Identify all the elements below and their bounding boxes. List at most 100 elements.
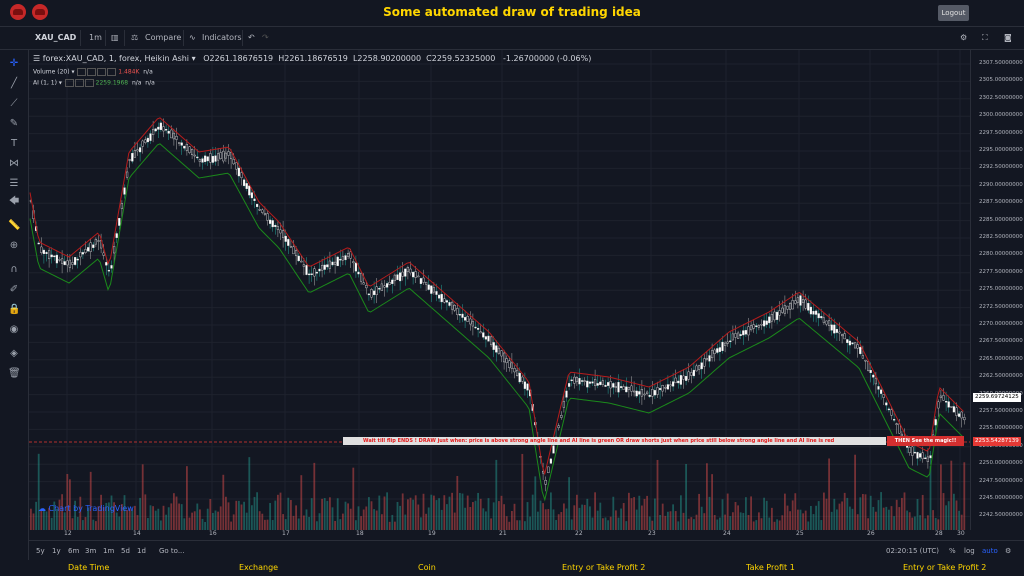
price-axis-label: 2290.00000000 — [979, 181, 1023, 188]
undo-icon[interactable]: ↶ — [248, 33, 255, 42]
price-chart[interactable] — [29, 50, 970, 540]
indicators-button[interactable]: Indicators — [202, 33, 242, 42]
prediction-icon[interactable]: ☰ — [9, 178, 19, 189]
time-axis-label: 28 — [935, 530, 943, 537]
volume-na: n/a — [143, 68, 153, 76]
time-axis-label: 14 — [133, 530, 141, 537]
volume-value: 1.484K — [118, 68, 140, 76]
indicators-icon: ∿ — [189, 33, 196, 42]
trendline-icon[interactable]: ╱ — [10, 78, 18, 89]
lock-icon[interactable]: 🔒 — [8, 304, 21, 315]
price-axis-label: 2300.00000000 — [979, 112, 1023, 119]
time-axis-label: 19 — [428, 530, 436, 537]
time-axis-label: 24 — [723, 530, 731, 537]
range-1m[interactable]: 1m — [103, 547, 115, 555]
gear-icon[interactable]: ⚙ — [960, 33, 968, 42]
camera-icon[interactable]: ◙ — [1004, 33, 1012, 42]
goto-button[interactable]: Go to... — [159, 547, 185, 555]
magnet-icon[interactable]: ∩ — [10, 264, 18, 275]
ai-legend: AI (1, 1) ▾ 2259.1968 n/a n/a — [33, 79, 155, 87]
time-axis-label: 22 — [575, 530, 583, 537]
price-axis-label: 2250.00000000 — [979, 460, 1023, 467]
price-axis-label: 2257.50000000 — [979, 408, 1023, 414]
watermark-text: Chart by TradingView — [48, 504, 134, 513]
trash-icon[interactable]: 🗑 — [8, 368, 21, 379]
text-icon[interactable]: T — [10, 138, 18, 149]
price-axis-label: 2295.00000000 — [979, 147, 1023, 153]
lock-drawing-icon[interactable]: ✐ — [9, 284, 19, 295]
symbol-search[interactable]: XAU_CAD — [35, 33, 77, 42]
legend-change: -1.26700000 (-0.06%) — [503, 54, 592, 63]
footer-entry-2: Entry or Take Profit 2 — [903, 563, 987, 572]
legend-menu-icon[interactable]: ☰ — [33, 54, 41, 63]
footer-coin: Coin — [418, 563, 436, 572]
chart-widget: XAU_CAD 1m ▥ ⚖ Compare ∿ Indicators ↶ ↷ … — [0, 26, 1024, 562]
price-axis-label: 2272.50000000 — [979, 303, 1023, 310]
ai-label[interactable]: AI (1, 1) — [33, 79, 57, 87]
top-bar: Some automated draw of trading idea Logo… — [0, 0, 1024, 24]
range-1y[interactable]: 1y — [52, 547, 61, 555]
page-title: Some automated draw of trading idea — [383, 5, 641, 19]
price-axis-label: 2282.50000000 — [979, 234, 1023, 240]
range-1d[interactable]: 1d — [137, 547, 146, 555]
time-axis-label: 16 — [209, 530, 217, 537]
legend-open: O2261.18676519 — [203, 54, 274, 63]
price-axis-label: 2287.50000000 — [979, 199, 1023, 206]
footer-take-profit: Take Profit 1 — [746, 563, 795, 572]
price-axis-label: 2275.00000000 — [979, 286, 1023, 293]
range-5y[interactable]: 5y — [36, 547, 45, 555]
strategy-cta: THEN See the magic!! — [887, 436, 964, 446]
eye-icon[interactable]: ◉ — [9, 324, 19, 335]
time-axis-label: 23 — [648, 530, 656, 537]
volume-legend: Volume (20) ▾ 1.484K n/a — [33, 68, 153, 76]
footer-exchange: Exchange — [239, 563, 279, 572]
ruler-icon[interactable]: 📏 — [8, 220, 21, 231]
price-axis-label: 2307.50000000 — [979, 60, 1023, 66]
footer-date-time: Date Time — [68, 563, 110, 572]
range-5d[interactable]: 5d — [121, 547, 130, 555]
price-axis-label: 2247.50000000 — [979, 477, 1023, 484]
price-axis-label: 2305.00000000 — [979, 77, 1023, 84]
range-6m[interactable]: 6m — [68, 547, 80, 555]
price-axis-label: 2262.50000000 — [979, 373, 1023, 380]
crosshair-icon[interactable]: ✛ — [9, 58, 19, 69]
strategy-banner: Wait till flip ENDS ! DRAW just when: pr… — [343, 437, 886, 445]
pattern-icon[interactable]: ⋈ — [9, 158, 19, 169]
legend-series-title[interactable]: forex:XAU_CAD, 1, forex, Heikin Ashi — [42, 54, 190, 63]
brush-icon[interactable]: ✎ — [9, 118, 19, 129]
time-axis-label: 30 — [957, 530, 965, 537]
percent-toggle[interactable]: % — [949, 547, 956, 555]
price-axis-label: 2267.50000000 — [979, 338, 1023, 345]
time-axis-label: 26 — [867, 530, 875, 537]
current-price-tag: 2259.69724125 — [973, 393, 1021, 402]
time-axis-label: 25 — [796, 530, 804, 537]
compare-button[interactable]: Compare — [145, 33, 182, 42]
volume-label[interactable]: Volume (20) — [33, 68, 70, 76]
time-axis[interactable]: 12 14 16 17 18 19 21 22 23 24 25 26 28 30 — [29, 530, 970, 540]
layers-icon[interactable]: ◈ — [10, 348, 18, 359]
chart-toolbar: XAU_CAD 1m ▥ ⚖ Compare ∿ Indicators ↶ ↷ … — [0, 27, 1024, 50]
back-arrow-icon[interactable]: 🡄 — [8, 196, 20, 207]
auto-toggle[interactable]: auto — [982, 547, 998, 555]
settings-gear-icon[interactable]: ⚙ — [1005, 547, 1012, 555]
fullscreen-icon[interactable]: ⛶ — [982, 33, 988, 42]
price-axis-label: 2285.00000000 — [979, 216, 1023, 223]
range-3m[interactable]: 3m — [85, 547, 97, 555]
redo-icon[interactable]: ↷ — [262, 33, 269, 42]
main-legend: ☰ forex:XAU_CAD, 1, forex, Heikin Ashi ▾… — [33, 54, 592, 63]
price-axis-label: 2270.00000000 — [979, 321, 1023, 327]
interval-button[interactable]: 1m — [89, 33, 102, 42]
chart-type-icon[interactable]: ▥ — [111, 33, 119, 42]
logout-button[interactable]: Logout — [938, 5, 969, 21]
price-axis[interactable]: 2307.50000000 2305.00000000 2302.50000000 2… — [970, 50, 1024, 530]
zoom-icon[interactable]: ⊕ — [9, 240, 19, 251]
log-toggle[interactable]: log — [964, 547, 975, 555]
ai-value: 2259.1968 — [95, 79, 129, 87]
compare-icon: ⚖ — [131, 33, 139, 42]
cloud-icon: ☁ — [38, 504, 46, 513]
tradingview-watermark[interactable]: ☁ Chart by TradingView — [38, 504, 134, 513]
legend-close: C2259.52325000 — [426, 54, 496, 63]
drawing-toolbar: ✛ ╱ ⟋ ✎ T ⋈ ☰ 🡄 📏 ⊕ ∩ ✐ 🔒 ◉ ◈ 🗑 — [0, 50, 29, 560]
fib-icon[interactable]: ⟋ — [10, 98, 18, 109]
footer-entry-1: Entry or Take Profit 2 — [562, 563, 646, 572]
